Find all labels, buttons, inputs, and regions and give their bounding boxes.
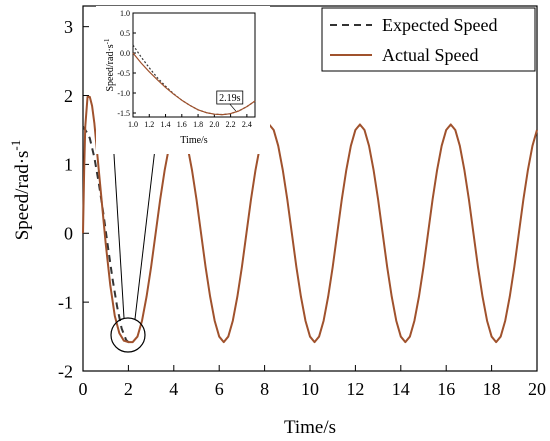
inset-y-tick-label: -0.5 [117,69,130,78]
inset-y-axis-label: Speed/rad·s-1 [103,38,116,92]
inset-y-tick-label: 1.0 [120,9,130,18]
main-x-tick-label: 2 [124,379,133,399]
main-x-tick-label: 20 [528,379,546,399]
main-x-tick-label: 6 [215,379,224,399]
zoom-region-circle [110,317,146,353]
inset-x-tick-label: 1.4 [161,120,171,129]
inset-y-tick-label: 0.0 [120,49,130,58]
inset-x-tick-label: 2.2 [226,120,236,129]
main-x-tick-label: 4 [169,379,178,399]
main-x-axis-label: Time/s [284,417,336,438]
legend-expected-label: Expected Speed [382,15,497,35]
inset-series-actual [132,52,256,116]
inset-annotation-leader [229,103,237,112]
main-y-tick-label: 1 [64,155,73,175]
inset-annotation: 2.19s [216,90,244,105]
inset-x-tick-label: 1.6 [177,120,187,129]
inset-x-tick-label: 1.8 [193,120,203,129]
main-y-axis-label-group: Speed/rad·s-1 [8,140,33,241]
inset-annotation-label: 2.19s [219,93,241,104]
inset-y-tick-label: -1.0 [117,89,130,98]
main-x-tick-label: 10 [301,379,319,399]
main-series-expected [82,125,131,344]
inset-y-axis-label-text: Speed/rad·s [105,44,116,91]
inset-x-tick-label: 1.2 [144,120,154,129]
inset-y-tick-label: 0.5 [120,29,130,38]
main-y-tick-label: -1 [58,292,73,312]
inset-y-axis-label-sup: -1 [103,38,111,44]
inset-y-axis-label-group: Speed/rad·s-1 [103,38,116,92]
inset-y-tick-label: -1.5 [117,109,130,118]
main-y-tick-label: 2 [64,86,73,106]
inset-background [96,6,270,154]
main-series-actual [82,95,538,344]
zoom-connector-left [111,121,125,319]
main-y-axis-label: Speed/rad·s-1 [8,140,33,241]
inset-x-tick-label: 2.4 [242,120,252,129]
inset-x-tick-label: 2.0 [209,120,219,129]
main-y-tick-label: -2 [58,361,73,381]
inset-series-group [132,44,256,116]
main-x-tick-label: 12 [346,379,364,399]
main-y-tick-label: 0 [64,224,73,244]
main-x-tick-label: 0 [79,379,88,399]
inset-x-tick-label: 1.0 [128,120,138,129]
inset-tick-group: 1.0 1.2 1.4 1.6 1.8 2.0 2.2 2.4 -1.5 -1.0 -0.5 0.0 0… [117,9,252,129]
legend: Expected Speed Actual Speed [321,7,536,72]
inset-plot-frame [132,12,256,118]
main-x-tick-label: 8 [260,379,269,399]
legend-box [321,7,536,72]
main-x-tick-label: 16 [437,379,455,399]
legend-actual-label: Actual Speed [382,45,478,65]
inset-x-axis-label: Time/s [180,135,208,146]
main-series-group [82,95,538,344]
main-y-axis-label-sup: -1 [8,140,23,151]
zoom-connector-right [134,139,157,320]
main-y-tick-label: 3 [64,17,73,37]
main-x-tick-label: 18 [483,379,501,399]
main-y-axis-label-text: Speed/rad·s [12,151,33,241]
main-x-tick-label: 14 [392,379,410,399]
